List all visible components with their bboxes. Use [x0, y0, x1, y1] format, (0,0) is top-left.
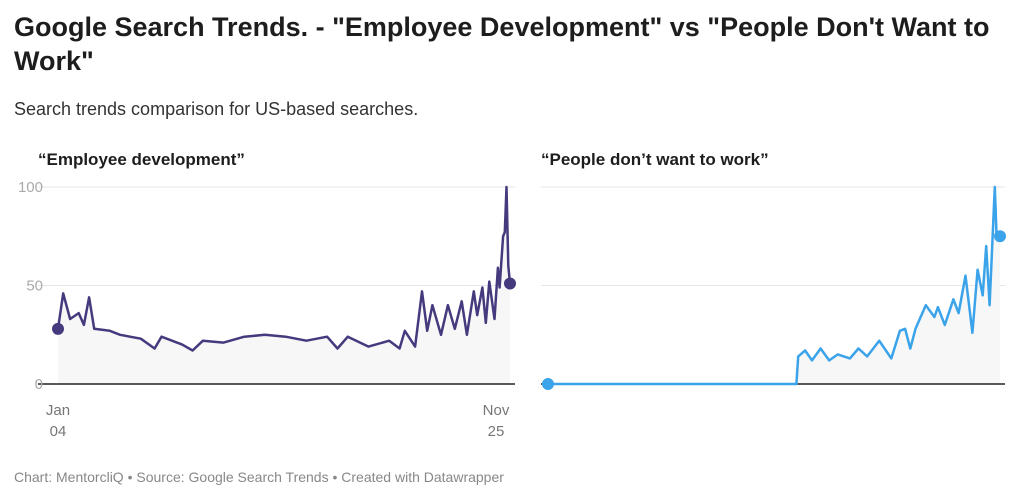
series-line [56, 185, 512, 352]
x-tick-label: 25 [488, 423, 505, 440]
chart-title: Google Search Trends. - "Employee Develo… [14, 12, 990, 76]
panel-title-employee-development: “Employee development” [38, 150, 245, 169]
x-tick-label: Jan [46, 402, 70, 419]
panel-title-people-dont-want-to-work: “People don’t want to work” [541, 150, 769, 169]
end-point-marker [994, 230, 1006, 243]
end-point-marker [504, 277, 516, 290]
series-line [548, 185, 1001, 386]
y-tick-label: 0 [35, 376, 43, 393]
area-fill [548, 187, 1000, 384]
area-fill [58, 187, 510, 384]
chart-footer: Chart: MentorcliQ • Source: Google Searc… [14, 469, 504, 485]
chart-subtitle: Search trends comparison for US-based se… [14, 99, 419, 119]
x-tick-label: 04 [50, 423, 67, 440]
y-tick-label: 100 [18, 179, 43, 196]
start-point-marker [52, 322, 64, 335]
y-tick-label: 50 [26, 278, 43, 295]
x-tick-label: Nov [483, 402, 510, 419]
start-point-marker [542, 378, 554, 390]
